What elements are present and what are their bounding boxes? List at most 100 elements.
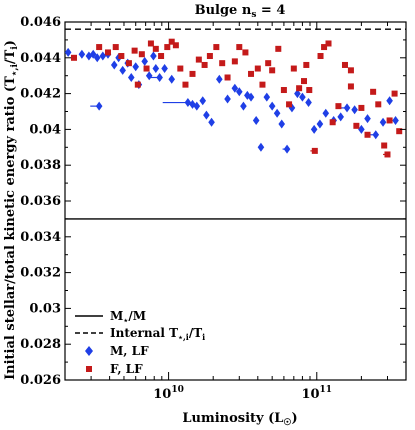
f-lf-point xyxy=(269,67,276,74)
m-lf-point xyxy=(78,49,86,59)
m-lf-point xyxy=(150,51,157,61)
x-axis-title: Luminosity (L☉) xyxy=(182,411,297,428)
f-lf-point xyxy=(290,65,297,72)
f-lf-point xyxy=(138,51,145,58)
m-lf-point xyxy=(231,83,239,93)
legend-diamond-marker xyxy=(85,346,93,356)
f-lf-point xyxy=(70,54,77,61)
f-lf-point xyxy=(118,53,125,60)
f-lf-point xyxy=(236,44,243,51)
m-lf-point xyxy=(224,94,231,104)
m-lf-point xyxy=(208,117,215,127)
f-lf-point xyxy=(303,61,310,68)
m-lf-point xyxy=(263,92,271,102)
x-tick-label: 1011 xyxy=(301,385,332,402)
f-lf-point xyxy=(96,44,103,51)
f-lf-point xyxy=(325,40,332,47)
f-lf-point xyxy=(164,44,171,51)
m-lf-point xyxy=(152,64,160,74)
m-lf-point xyxy=(379,117,387,127)
m-lf-point xyxy=(203,110,210,120)
y-tick-label: 0.036 xyxy=(20,194,61,209)
m-lf-point xyxy=(305,98,312,108)
f-lf-point xyxy=(275,45,282,52)
x-tick-label: 1010 xyxy=(153,385,184,402)
f-lf-point xyxy=(375,101,382,108)
f-lf-point xyxy=(353,122,360,129)
f-lf-point xyxy=(219,60,226,67)
m-lf-point xyxy=(372,130,380,140)
m-lf-point xyxy=(89,49,97,59)
f-lf-point xyxy=(131,47,138,54)
m-lf-point xyxy=(343,103,351,113)
m-lf-point xyxy=(93,53,101,63)
f-lf-point xyxy=(231,58,238,65)
f-lf-point xyxy=(172,42,179,49)
m-lf-point xyxy=(127,72,135,82)
legend-label-f-lf: F, LF xyxy=(110,362,143,376)
f-lf-point xyxy=(341,61,348,68)
f-lf-point xyxy=(381,142,388,149)
m-lf-point xyxy=(141,56,149,66)
reference-lines xyxy=(65,28,406,220)
m-lf-point xyxy=(337,112,344,122)
legend-label-internal-energy: Internal T⋆,i/Ti xyxy=(110,326,205,342)
f-lf-point xyxy=(280,87,287,94)
legend-label-stellar-mass: M⋆/M xyxy=(110,309,146,325)
f-lf-point xyxy=(335,103,342,110)
y-tick-label: 0.03 xyxy=(29,301,61,316)
m-lf-point xyxy=(247,92,255,102)
m-lf-point xyxy=(132,62,140,72)
f-lf-point xyxy=(254,65,261,72)
m-lf-point xyxy=(294,89,301,99)
m-lf-point xyxy=(99,51,107,61)
f-lf-point xyxy=(396,128,403,135)
legend-square-marker xyxy=(86,366,92,372)
m-lf-point xyxy=(110,60,118,70)
f-lf-point xyxy=(364,131,371,138)
f-lf-point xyxy=(104,49,111,56)
y-axis-title: Initial stellar/total kinetic energy rat… xyxy=(3,40,20,380)
m-lf-point xyxy=(364,114,371,124)
y-tick-label: 0.04 xyxy=(29,122,61,137)
m-lf-point xyxy=(193,101,201,111)
m-lf-point xyxy=(283,144,291,154)
axis-ticks: 0.026 0.028 0.03 0.032 0.034 0.036 0.038 0.04 0.… xyxy=(20,15,407,402)
y-tick-label: 0.032 xyxy=(20,266,61,281)
f-lf-point xyxy=(195,56,202,63)
f-lf-point xyxy=(317,53,324,60)
f-lf-point xyxy=(134,81,141,88)
m-lf-point xyxy=(392,115,399,125)
m-lf-point xyxy=(119,65,126,75)
f-lf-point xyxy=(177,65,184,72)
y-tick-label: 0.046 xyxy=(20,15,61,30)
y-tick-label: 0.028 xyxy=(20,337,61,352)
f-lf-point xyxy=(301,78,308,85)
f-lf-point xyxy=(189,70,196,77)
m-lf-point xyxy=(199,96,207,106)
f-lf-point xyxy=(158,53,165,60)
y-tick-label: 0.038 xyxy=(20,158,61,173)
m-lf-point xyxy=(184,98,192,108)
m-lf-point xyxy=(351,105,358,115)
f-lf-point xyxy=(391,90,398,97)
m-lf-point xyxy=(64,47,72,57)
f-lf-point xyxy=(370,88,377,95)
f-lf-point xyxy=(259,81,266,88)
legend-label-m-lf: M, LF xyxy=(110,344,149,358)
m-lf-point xyxy=(316,119,324,129)
m-lf-point xyxy=(386,96,393,106)
m-lf-point xyxy=(156,72,163,82)
f-lf-point xyxy=(358,104,365,111)
y-tick-label: 0.026 xyxy=(20,373,61,388)
f-lf-point xyxy=(265,60,272,67)
f-lf-point xyxy=(201,61,208,68)
y-tick-label: 0.042 xyxy=(20,87,61,102)
f-lf-point xyxy=(329,119,336,126)
f-lf-point xyxy=(321,44,328,51)
m-lf-point xyxy=(273,108,281,118)
m-lf-point xyxy=(257,142,265,152)
f-lf-point xyxy=(152,45,159,52)
legend: M⋆/M Internal T⋆,i/Ti M, LF F, LF xyxy=(75,309,205,376)
